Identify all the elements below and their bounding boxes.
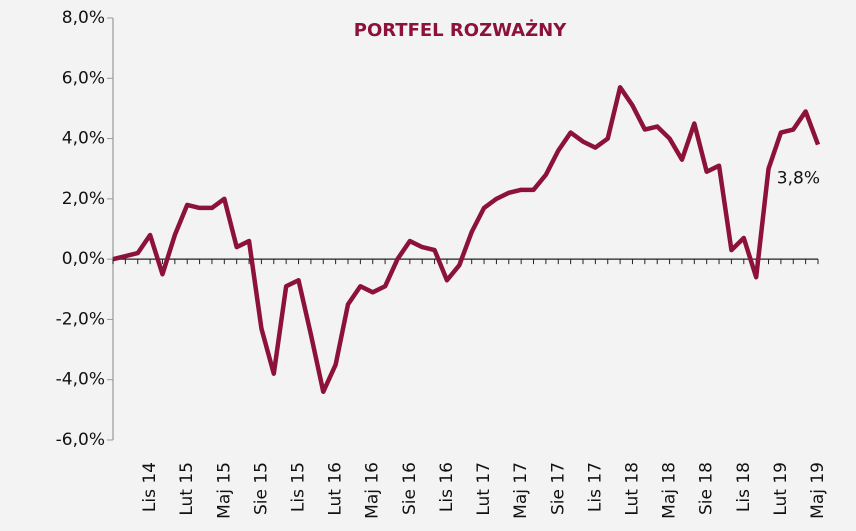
x-tick-label: Lis 18 [734, 462, 754, 512]
x-tick-label: Lis 16 [437, 462, 457, 512]
x-tick-label: Sie 15 [251, 462, 271, 515]
x-tick-label: Lut 18 [622, 462, 642, 516]
x-tick-label: Maj 18 [660, 462, 680, 519]
y-tick-label: 6,0% [62, 68, 105, 88]
y-tick-label: 4,0% [62, 129, 105, 149]
x-tick-label: Lut 15 [177, 462, 197, 516]
x-tick-label: Lis 15 [289, 462, 309, 512]
y-tick-label: -4,0% [56, 370, 105, 390]
x-tick-label: Lut 17 [474, 462, 494, 516]
x-tick-label: Sie 18 [697, 462, 717, 515]
y-tick-label: -2,0% [56, 309, 105, 329]
x-tick-label: Lis 14 [140, 462, 160, 512]
x-tick-label: Lis 17 [585, 462, 605, 512]
data-label: 3,8% [777, 169, 820, 189]
x-tick-label: Lut 16 [326, 462, 346, 516]
x-tick-label: Sie 17 [548, 462, 568, 515]
x-tick-label: Sie 16 [400, 462, 420, 515]
x-tick-label: Maj 15 [214, 462, 234, 519]
y-tick-label: -6,0% [56, 430, 105, 450]
y-tick-label: 2,0% [62, 189, 105, 209]
y-tick-label: 0,0% [62, 249, 105, 269]
x-tick-label: Maj 19 [808, 462, 828, 519]
x-tick-label: Maj 16 [363, 462, 383, 519]
chart-title: PORTFEL ROZWAŻNY [354, 19, 567, 41]
y-tick-label: 8,0% [62, 8, 105, 28]
x-tick-label: Lut 19 [771, 462, 791, 516]
x-tick-label: Maj 17 [511, 462, 531, 519]
line-series [112, 85, 821, 395]
